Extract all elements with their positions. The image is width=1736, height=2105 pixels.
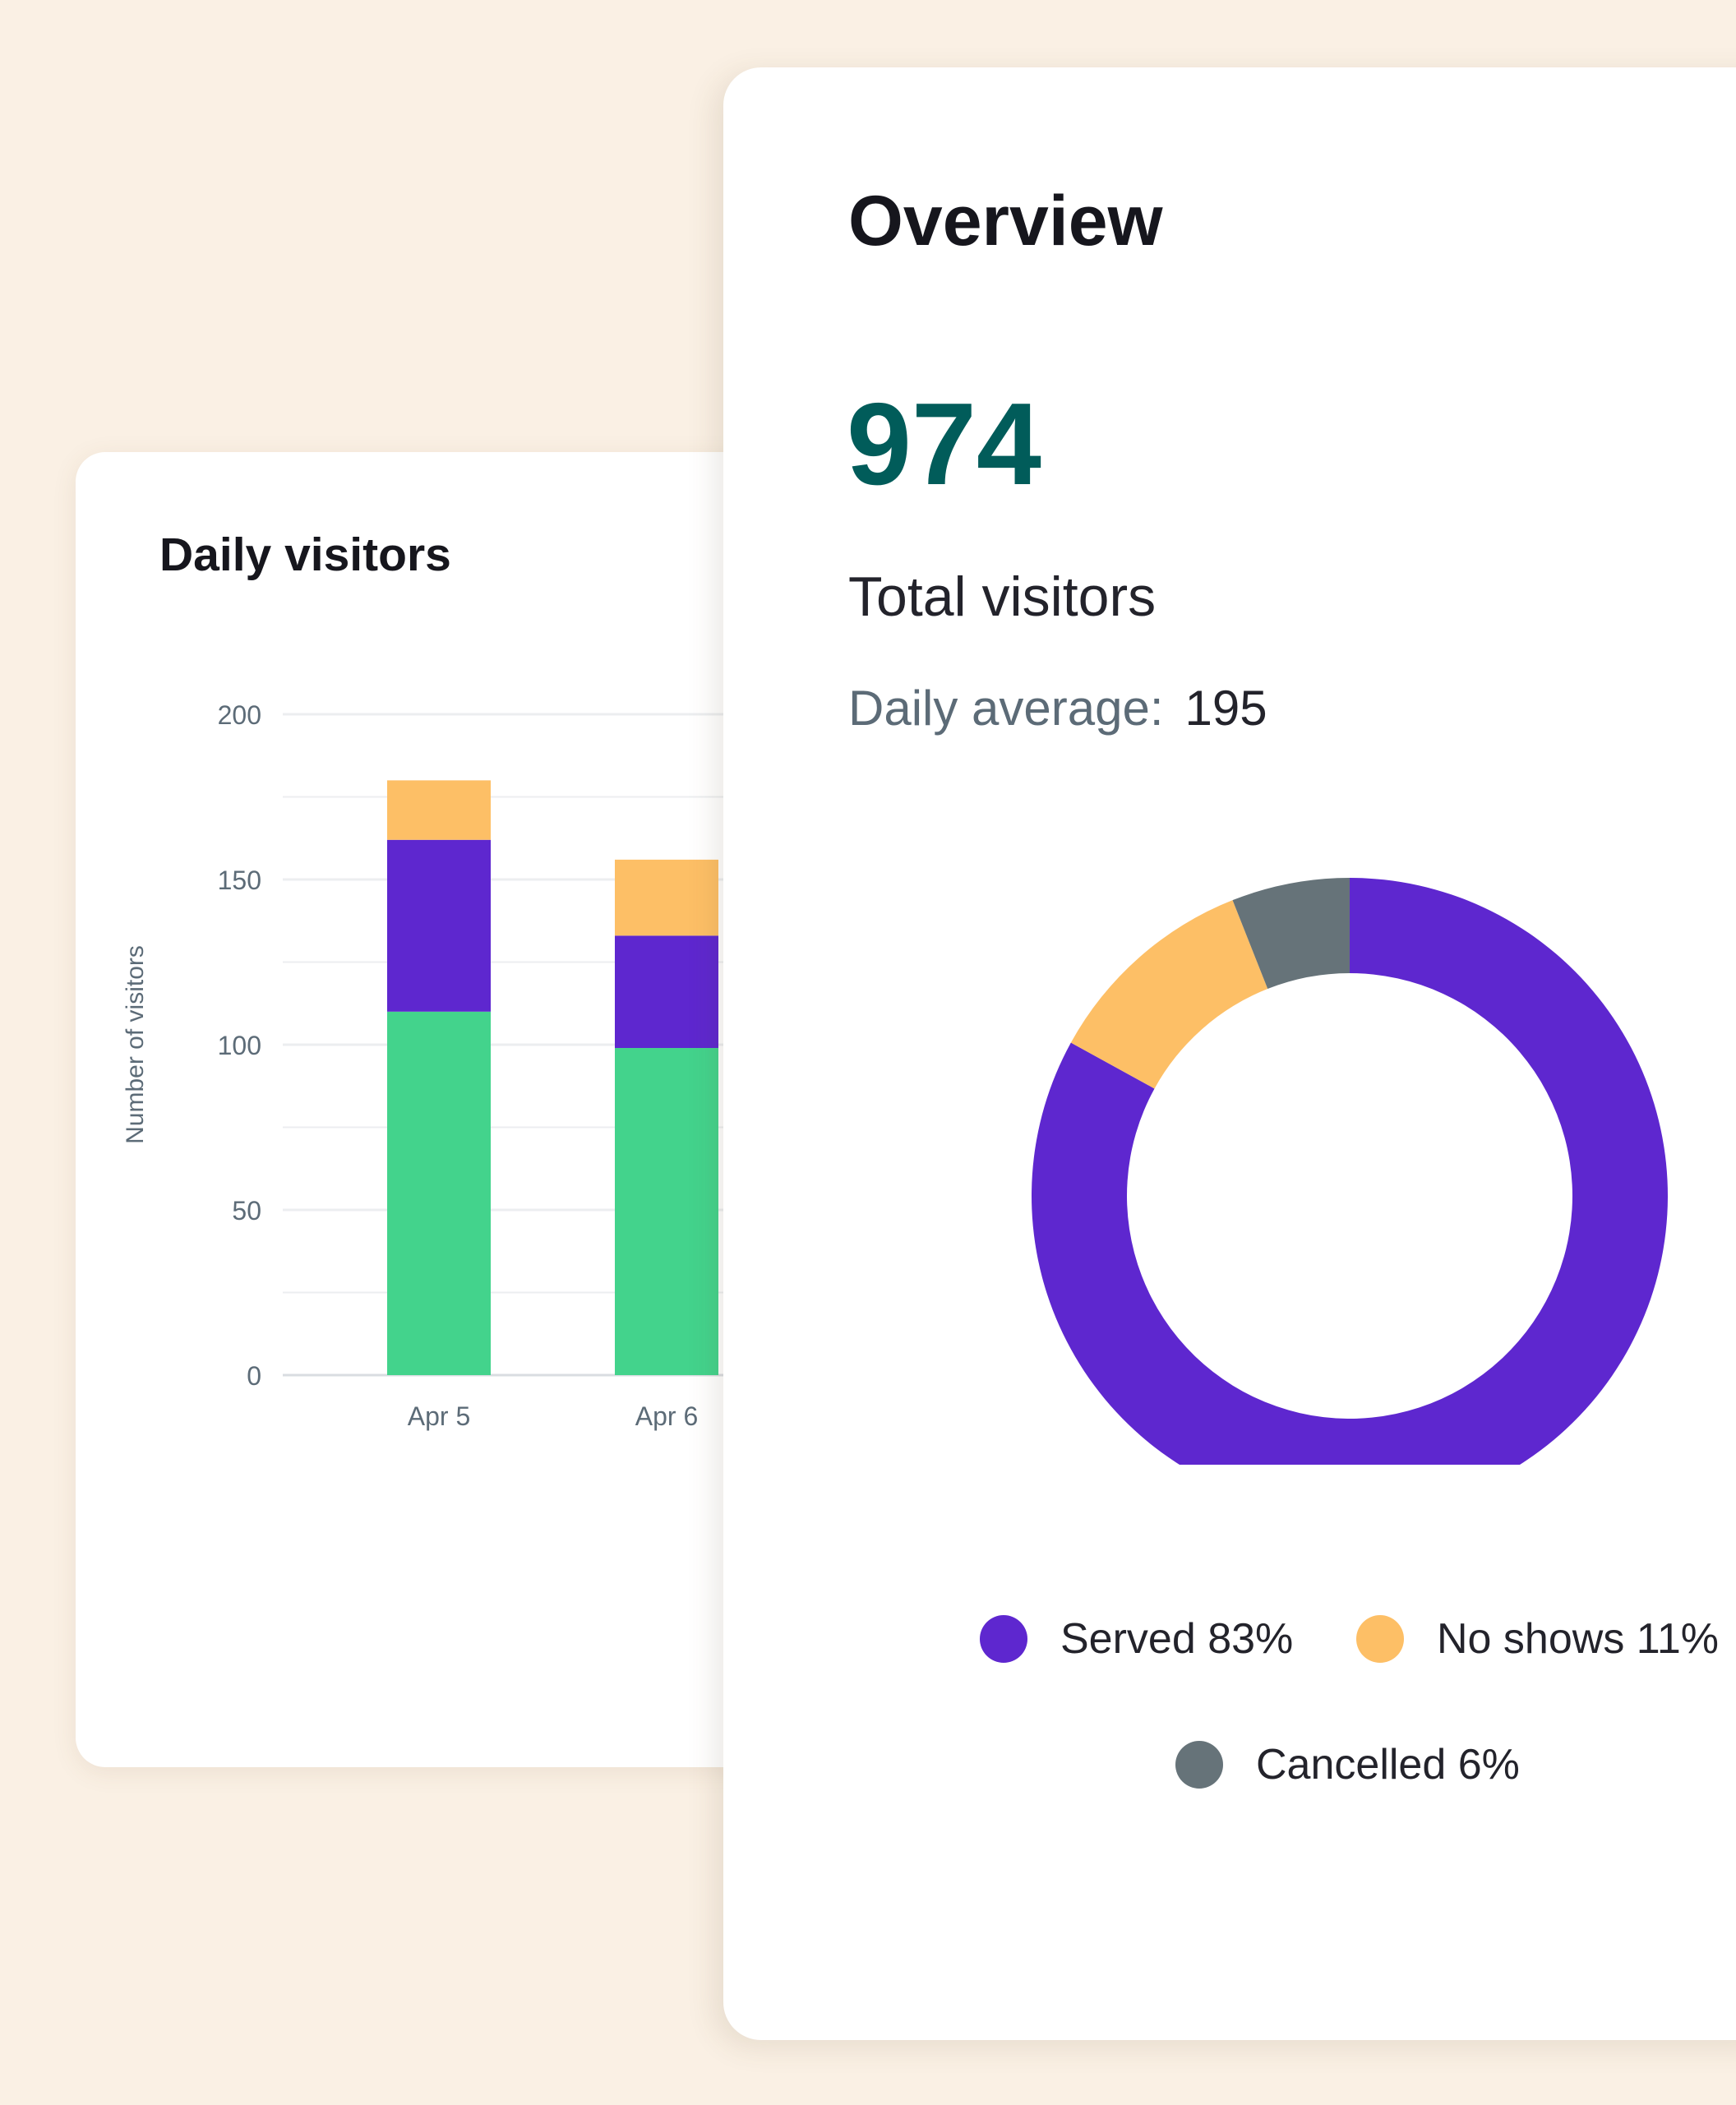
daily-visitors-card: Daily visitors 0 50 100 150 200 Number of vis…: [76, 452, 815, 1767]
y-axis-label: Number of visitors: [122, 945, 149, 1144]
legend-item-served: Served 83%: [980, 1614, 1293, 1664]
bar-segment: [615, 935, 718, 1049]
legend-item-no-shows: No shows 11%: [1356, 1614, 1719, 1664]
donut-slice-no-shows: [1070, 900, 1268, 1089]
daily-average-row: Daily average: 195: [848, 680, 1267, 736]
legend-dot-served: [980, 1615, 1027, 1663]
x-tick-label: Apr 5: [408, 1401, 470, 1431]
legend-item-cancelled: Cancelled 6%: [1175, 1740, 1520, 1789]
legend-dot-no-shows: [1356, 1615, 1404, 1663]
daily-average-label: Daily average:: [848, 681, 1164, 736]
daily-visitors-bar-chart: 0 50 100 150 200 Number of visitors Apr 5 Apr 6: [122, 700, 815, 1431]
overview-card: Overview 974 Total visitors Daily averag…: [723, 67, 1736, 2040]
y-tick-label: 100: [218, 1031, 261, 1060]
legend-dot-cancelled: [1175, 1741, 1223, 1789]
donut-slice-cancelled: [1232, 878, 1350, 990]
y-tick-label: 200: [218, 700, 261, 730]
bar-segment: [387, 839, 491, 1012]
daily-visitors-title: Daily visitors: [159, 529, 451, 581]
legend-label-cancelled: Cancelled 6%: [1256, 1741, 1520, 1789]
overview-title: Overview: [848, 182, 1163, 261]
y-tick-label: 50: [232, 1196, 261, 1226]
legend-label-no-shows: No shows 11%: [1437, 1615, 1719, 1663]
y-tick-label: 150: [218, 866, 261, 895]
daily-average-value: 195: [1184, 681, 1267, 736]
donut-slice-served: [1031, 878, 1668, 1465]
x-tick-label: Apr 6: [635, 1401, 698, 1431]
bar-segment: [387, 1011, 491, 1375]
bar-segment: [615, 1048, 718, 1375]
legend-label-served: Served 83%: [1060, 1615, 1294, 1663]
y-tick-label: 0: [247, 1361, 261, 1391]
bar-segment: [387, 780, 491, 840]
visitor-status-donut-chart: [1031, 878, 1668, 1465]
total-visitors-value: 974: [847, 379, 1041, 510]
bar-segment: [615, 859, 718, 936]
total-visitors-label: Total visitors: [848, 565, 1157, 628]
